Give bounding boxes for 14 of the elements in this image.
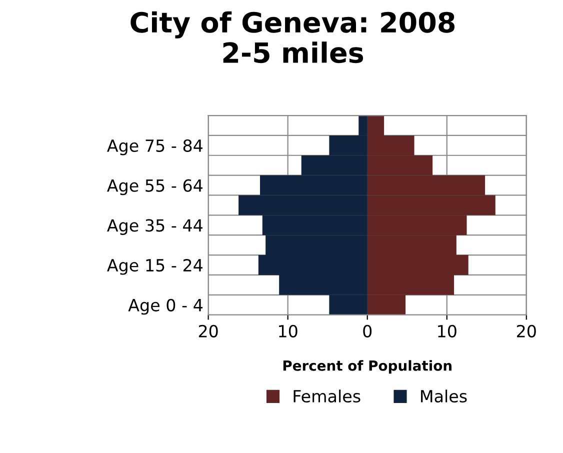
- y-tick-label: Age 35 - 44: [107, 219, 203, 235]
- y-tick-label: Age 15 - 24: [107, 258, 203, 275]
- y-tick-label: Age 75 - 84: [107, 139, 203, 156]
- x-tick-label: 10: [438, 324, 456, 338]
- x-axis-title: Percent of Population: [283, 360, 452, 374]
- x-tick-label: 20: [198, 324, 218, 338]
- x-tick-label: 0: [363, 324, 372, 338]
- y-tick-label: Age 55 - 64: [107, 179, 203, 196]
- x-tick-label: 10: [279, 324, 298, 338]
- legend-label: Females: [294, 390, 360, 403]
- chart-title: City of Geneva: 2008 2-5 miles: [130, 11, 455, 64]
- legend-label: Males: [421, 390, 467, 403]
- y-tick-label: Age 0 - 4: [128, 298, 203, 315]
- x-tick-label: 20: [517, 324, 536, 338]
